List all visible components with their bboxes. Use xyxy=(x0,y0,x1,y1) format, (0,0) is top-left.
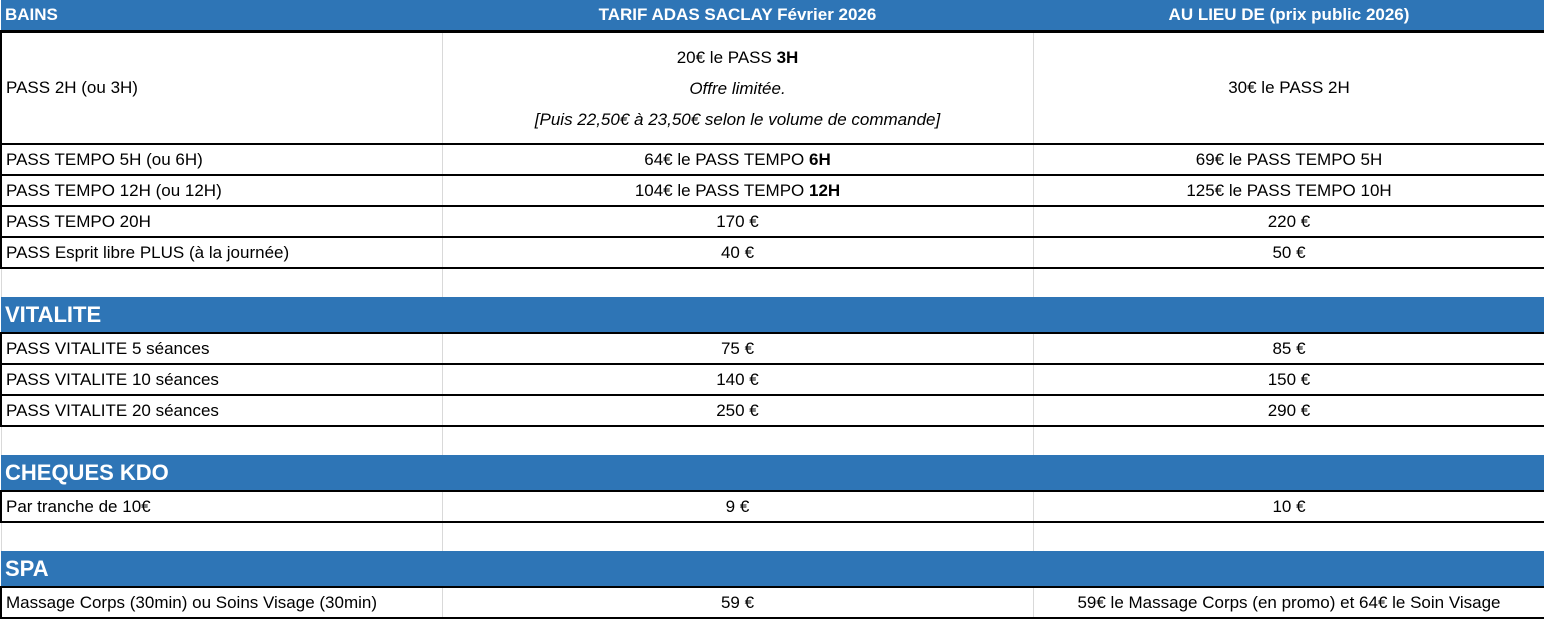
spacer-row xyxy=(0,268,1544,297)
section-header-vitalite: VITALITE xyxy=(1,297,1544,334)
row-tarif: 40 € xyxy=(441,237,1034,269)
row-tarif: 9 € xyxy=(441,491,1034,523)
row-tarif: 104€ le PASS TEMPO 12H xyxy=(441,175,1034,207)
row-public: 125€ le PASS TEMPO 10H xyxy=(1032,175,1544,207)
row-label: PASS 2H (ou 3H) xyxy=(0,31,443,145)
row-tarif: 250 € xyxy=(441,395,1034,427)
row-public: 50 € xyxy=(1032,237,1544,269)
table-row: PASS Esprit libre PLUS (à la journée) 40… xyxy=(0,237,1544,269)
row-label: PASS TEMPO 5H (ou 6H) xyxy=(0,144,443,176)
row-public: 150 € xyxy=(1032,364,1544,396)
row-tarif: 75 € xyxy=(441,333,1034,365)
row-public: 290 € xyxy=(1032,395,1544,427)
tarif-note: [Puis 22,50€ à 23,50€ selon le volume de… xyxy=(534,109,941,129)
row-label: PASS Esprit libre PLUS (à la journée) xyxy=(0,237,443,269)
table-row: PASS VITALITE 10 séances 140 € 150 € xyxy=(0,364,1544,396)
tarif-bold: 6H xyxy=(809,149,831,169)
row-tarif: 64€ le PASS TEMPO 6H xyxy=(441,144,1034,176)
row-label: PASS VITALITE 20 séances xyxy=(0,395,443,427)
tarif-bold: 3H xyxy=(776,47,799,67)
row-tarif: 170 € xyxy=(441,206,1034,238)
row-public: 69€ le PASS TEMPO 5H xyxy=(1032,144,1544,176)
tarif-text: 104€ le PASS TEMPO xyxy=(634,180,809,200)
spacer-row xyxy=(0,522,1544,551)
header-public: AU LIEU DE (prix public 2026) xyxy=(1033,0,1544,33)
row-tarif: 59 € xyxy=(441,587,1034,619)
row-label: Par tranche de 10€ xyxy=(0,491,443,523)
header-tarif: TARIF ADAS SACLAY Février 2026 xyxy=(442,0,1033,33)
row-public: 59€ le Massage Corps (en promo) et 64€ l… xyxy=(1032,587,1544,619)
row-label: PASS TEMPO 20H xyxy=(0,206,443,238)
tarif-note: Offre limitée. xyxy=(689,78,786,98)
table-row: PASS TEMPO 5H (ou 6H) 64€ le PASS TEMPO … xyxy=(0,144,1544,176)
row-label: PASS VITALITE 5 séances xyxy=(0,333,443,365)
table-row: PASS VITALITE 5 séances 75 € 85 € xyxy=(0,333,1544,365)
header-bains: BAINS xyxy=(1,0,442,33)
tarif-bold: 12H xyxy=(809,180,841,200)
row-public: 220 € xyxy=(1032,206,1544,238)
table-row: Par tranche de 10€ 9 € 10 € xyxy=(0,491,1544,523)
header-row: BAINS TARIF ADAS SACLAY Février 2026 AU … xyxy=(1,0,1544,33)
section-title: VITALITE xyxy=(1,297,1544,334)
table-row: PASS 2H (ou 3H) 20€ le PASS 3H Offre lim… xyxy=(0,31,1544,145)
row-public: 10 € xyxy=(1032,491,1544,523)
row-label: Massage Corps (30min) ou Soins Visage (3… xyxy=(0,587,443,619)
tarif-text: 20€ le PASS xyxy=(676,47,777,67)
table-row: Massage Corps (30min) ou Soins Visage (3… xyxy=(0,587,1544,619)
row-tarif: 140 € xyxy=(441,364,1034,396)
spacer-row xyxy=(0,426,1544,455)
table-row: PASS TEMPO 12H (ou 12H) 104€ le PASS TEM… xyxy=(0,175,1544,207)
section-header-cheques: CHEQUES KDO xyxy=(1,455,1544,492)
row-public: 30€ le PASS 2H xyxy=(1032,31,1544,145)
row-label: PASS VITALITE 10 séances xyxy=(0,364,443,396)
section-title: SPA xyxy=(1,551,1544,588)
tarif-text: 64€ le PASS TEMPO xyxy=(644,149,809,169)
row-label: PASS TEMPO 12H (ou 12H) xyxy=(0,175,443,207)
table-row: PASS VITALITE 20 séances 250 € 290 € xyxy=(0,395,1544,427)
row-tarif: 20€ le PASS 3H Offre limitée. [Puis 22,5… xyxy=(441,31,1034,145)
table-row: PASS TEMPO 20H 170 € 220 € xyxy=(0,206,1544,238)
section-title: CHEQUES KDO xyxy=(1,455,1544,492)
section-header-spa: SPA xyxy=(1,551,1544,588)
row-public: 85 € xyxy=(1032,333,1544,365)
